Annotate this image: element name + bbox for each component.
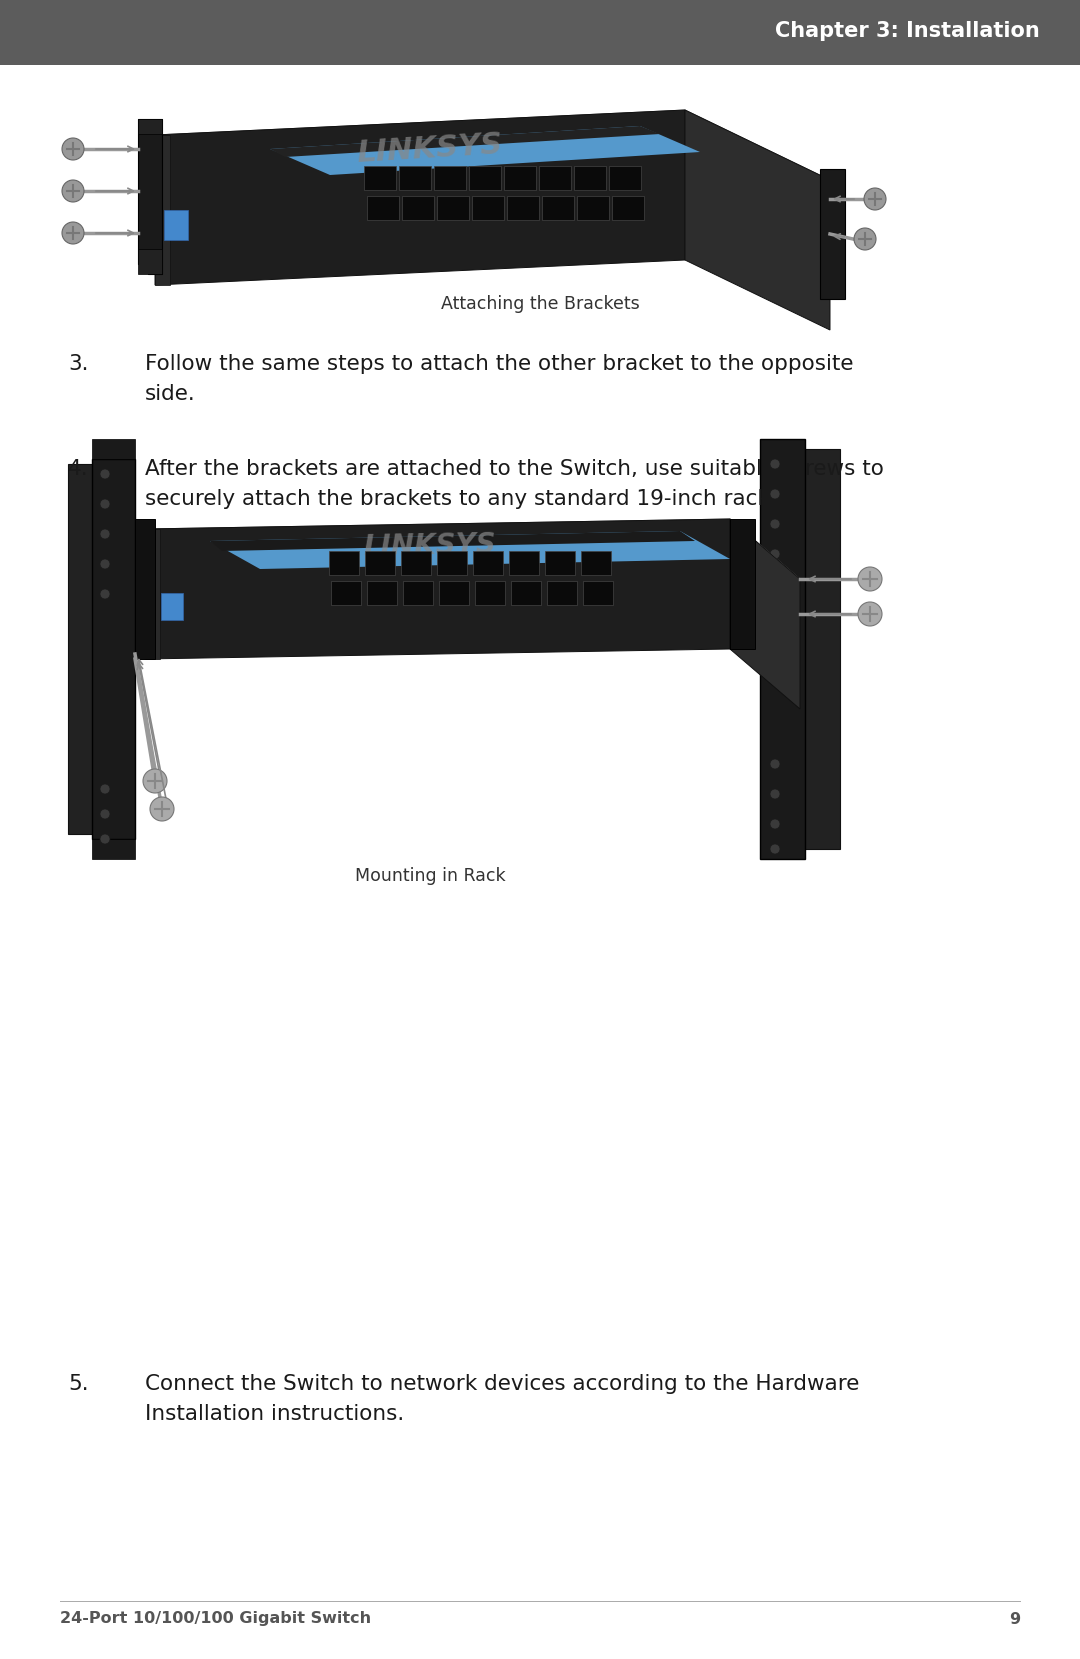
FancyBboxPatch shape: [573, 166, 606, 191]
Text: Follow the same steps to attach the other bracket to the opposite
side.: Follow the same steps to attach the othe…: [145, 353, 853, 403]
Polygon shape: [0, 65, 130, 105]
Circle shape: [100, 559, 110, 569]
FancyBboxPatch shape: [545, 551, 575, 576]
FancyBboxPatch shape: [438, 581, 469, 606]
Circle shape: [100, 785, 110, 795]
FancyBboxPatch shape: [511, 581, 541, 606]
FancyBboxPatch shape: [329, 551, 359, 576]
Polygon shape: [270, 126, 660, 158]
Text: 9: 9: [1009, 1611, 1020, 1626]
Text: 5.: 5.: [68, 1374, 89, 1394]
Circle shape: [770, 790, 780, 800]
FancyBboxPatch shape: [577, 196, 609, 221]
FancyBboxPatch shape: [161, 592, 183, 620]
Polygon shape: [138, 119, 162, 134]
Circle shape: [150, 796, 174, 821]
FancyBboxPatch shape: [367, 581, 397, 606]
FancyBboxPatch shape: [330, 581, 361, 606]
Circle shape: [770, 844, 780, 854]
Circle shape: [62, 222, 84, 244]
Polygon shape: [156, 109, 685, 285]
Text: 3.: 3.: [68, 353, 89, 373]
FancyBboxPatch shape: [437, 551, 467, 576]
Circle shape: [858, 567, 882, 591]
FancyBboxPatch shape: [164, 211, 188, 241]
Circle shape: [143, 770, 167, 793]
FancyBboxPatch shape: [367, 196, 399, 221]
FancyBboxPatch shape: [507, 196, 539, 221]
FancyBboxPatch shape: [434, 166, 465, 191]
Text: Mounting in Rack: Mounting in Rack: [354, 868, 505, 884]
Circle shape: [864, 187, 886, 211]
Polygon shape: [138, 249, 162, 274]
Text: 4.: 4.: [68, 460, 89, 479]
Polygon shape: [730, 519, 755, 649]
Polygon shape: [156, 109, 831, 206]
FancyBboxPatch shape: [364, 166, 396, 191]
Text: Connect the Switch to network devices according to the Hardware
Installation ins: Connect the Switch to network devices ac…: [145, 1374, 860, 1423]
FancyBboxPatch shape: [612, 196, 644, 221]
Text: Chapter 3: Installation: Chapter 3: Installation: [775, 22, 1040, 41]
Polygon shape: [138, 119, 162, 274]
Circle shape: [100, 529, 110, 539]
FancyBboxPatch shape: [475, 581, 505, 606]
FancyBboxPatch shape: [437, 196, 469, 221]
Text: After the brackets are attached to the Switch, use suitable screws to
securely a: After the brackets are attached to the S…: [145, 460, 883, 509]
Circle shape: [100, 810, 110, 820]
Polygon shape: [145, 529, 160, 659]
Circle shape: [62, 179, 84, 202]
FancyBboxPatch shape: [539, 166, 571, 191]
FancyBboxPatch shape: [473, 551, 503, 576]
Circle shape: [854, 227, 876, 251]
FancyBboxPatch shape: [0, 0, 1080, 65]
Polygon shape: [820, 169, 845, 299]
Polygon shape: [92, 839, 135, 859]
Text: Attaching the Brackets: Attaching the Brackets: [441, 295, 639, 314]
Polygon shape: [156, 134, 170, 285]
FancyBboxPatch shape: [581, 551, 611, 576]
Circle shape: [100, 589, 110, 599]
Polygon shape: [685, 109, 831, 330]
Circle shape: [770, 549, 780, 559]
Polygon shape: [68, 465, 110, 834]
Polygon shape: [210, 531, 696, 551]
FancyBboxPatch shape: [401, 551, 431, 576]
FancyBboxPatch shape: [399, 166, 431, 191]
Polygon shape: [800, 450, 840, 849]
Circle shape: [770, 519, 780, 529]
Text: LINKSYS: LINKSYS: [356, 129, 503, 168]
Circle shape: [62, 138, 84, 159]
FancyBboxPatch shape: [472, 196, 504, 221]
FancyBboxPatch shape: [469, 166, 501, 191]
FancyBboxPatch shape: [402, 196, 434, 221]
FancyBboxPatch shape: [403, 581, 433, 606]
Text: 24-Port 10/100/100 Gigabit Switch: 24-Port 10/100/100 Gigabit Switch: [60, 1611, 372, 1626]
Polygon shape: [145, 519, 800, 589]
Circle shape: [770, 460, 780, 469]
Circle shape: [100, 834, 110, 844]
Polygon shape: [135, 519, 156, 659]
Polygon shape: [92, 460, 135, 839]
Polygon shape: [760, 440, 805, 859]
Circle shape: [100, 499, 110, 509]
FancyBboxPatch shape: [504, 166, 536, 191]
FancyBboxPatch shape: [583, 581, 613, 606]
Circle shape: [770, 760, 780, 770]
FancyBboxPatch shape: [546, 581, 577, 606]
FancyBboxPatch shape: [609, 166, 642, 191]
Polygon shape: [270, 126, 700, 174]
Polygon shape: [145, 519, 730, 659]
Circle shape: [770, 820, 780, 830]
Polygon shape: [210, 531, 730, 569]
FancyBboxPatch shape: [542, 196, 573, 221]
Circle shape: [770, 489, 780, 499]
Circle shape: [858, 602, 882, 625]
Polygon shape: [730, 519, 800, 708]
FancyBboxPatch shape: [365, 551, 395, 576]
Text: LINKSYS: LINKSYS: [363, 531, 497, 561]
FancyBboxPatch shape: [509, 551, 539, 576]
Polygon shape: [92, 440, 135, 460]
Circle shape: [100, 469, 110, 479]
